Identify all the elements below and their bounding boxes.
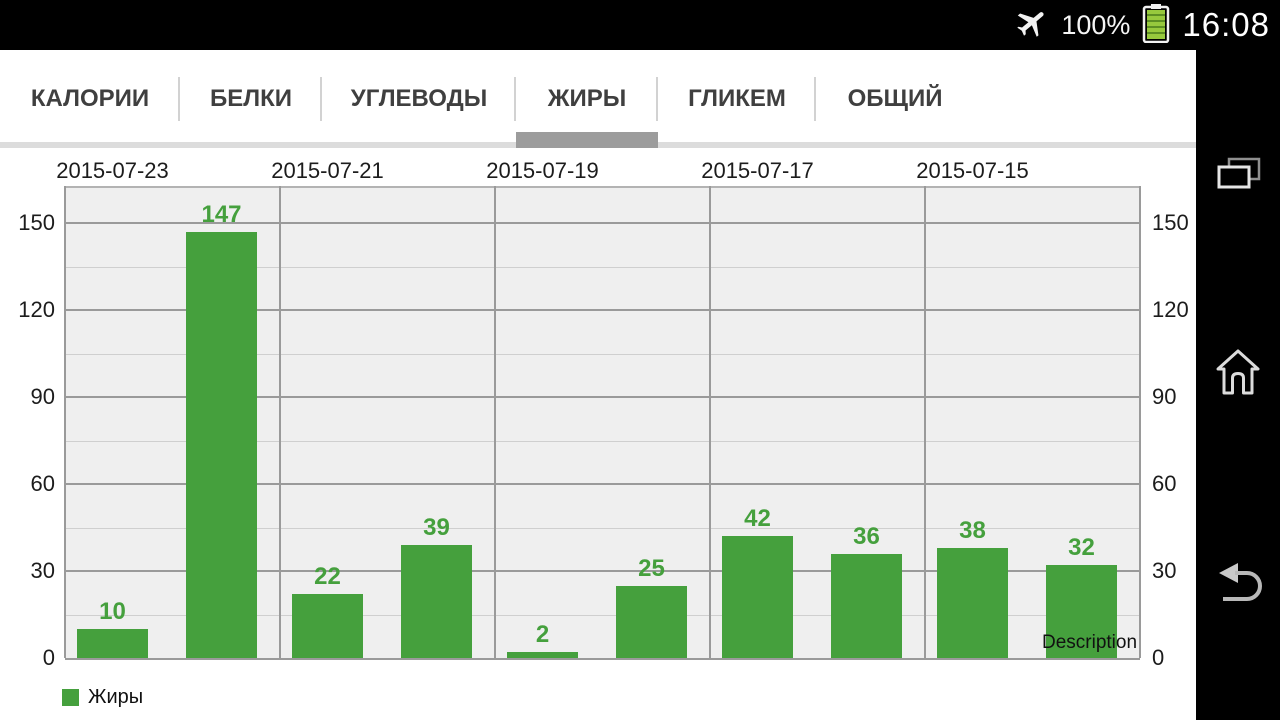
tab-separator [178, 77, 180, 121]
grid-major-line [65, 396, 1140, 398]
y-axis-label-right: 120 [1152, 297, 1189, 322]
battery-icon [1142, 3, 1170, 48]
bar-value-label: 39 [423, 513, 450, 541]
bar-value-label: 42 [744, 505, 771, 533]
bar-value-label: 147 [201, 200, 242, 228]
home-button[interactable] [1196, 338, 1280, 410]
x-axis-line [65, 658, 1140, 660]
grid-minor-line [65, 353, 1140, 355]
date-label: 2015-07-21 [271, 158, 384, 183]
y-axis-label-right: 0 [1152, 645, 1165, 670]
grid-minor-line [65, 614, 1140, 616]
bar-2015-07-21-2[interactable] [401, 544, 472, 658]
grid-major-line [65, 483, 1140, 485]
tab-glikem[interactable]: ГЛИКЕМ [658, 50, 816, 148]
bar-value-label: 36 [853, 522, 880, 550]
group-divider [924, 186, 926, 658]
tab-obshchiy[interactable]: ОБЩИЙ [816, 50, 974, 148]
recents-button[interactable] [1196, 142, 1280, 214]
battery-percent: 100% [1061, 9, 1131, 40]
bar-2015-07-19-1[interactable] [507, 652, 578, 658]
tab-separator [814, 77, 816, 121]
grid-minor-line [65, 527, 1140, 529]
chart-canvas[interactable]: 0 0 30 30 60 60 90 90 120 120 150 150 2015-07-23 10 14… [0, 148, 1196, 720]
tab-label: ОБЩИЙ [847, 85, 943, 112]
bar-2015-07-15-2[interactable] [1046, 565, 1117, 658]
y-axis-label-right: 90 [1152, 384, 1177, 409]
chart-legend: Жиры [62, 686, 143, 709]
bar-2015-07-17-1[interactable] [722, 536, 793, 658]
group-divider [494, 186, 496, 658]
date-label: 2015-07-23 [56, 158, 169, 183]
y-axis-label-left: 0 [42, 645, 55, 670]
recents-icon [1213, 154, 1263, 203]
back-icon [1213, 561, 1263, 608]
tab-label: ГЛИКЕМ [688, 85, 786, 112]
status-time: 16:08 [1182, 6, 1270, 43]
description-label: Description [1042, 632, 1138, 653]
date-label: 2015-07-17 [701, 158, 814, 183]
grid-major-line [65, 222, 1140, 224]
grid-major-line [65, 309, 1140, 311]
bar-value-label: 10 [99, 598, 126, 625]
tab-label: БЕЛКИ [210, 85, 292, 112]
group-divider [64, 186, 66, 658]
bar-2015-07-19-2[interactable] [616, 585, 687, 658]
grid-minor-line [65, 266, 1140, 268]
bar-value-label: 32 [1068, 534, 1095, 562]
bar-value-label: 22 [314, 563, 341, 591]
date-label: 2015-07-19 [486, 158, 599, 183]
status-bar: 100% 16:08 [0, 0, 1280, 50]
airplane-icon [1013, 5, 1049, 46]
y-axis-label-right: 150 [1152, 210, 1189, 235]
tab-separator [320, 77, 322, 121]
y-axis-label-left: 30 [30, 558, 55, 583]
tab-kalorii[interactable]: КАЛОРИИ [0, 50, 180, 148]
tab-label: ЖИРЫ [547, 85, 627, 112]
active-tab-indicator [516, 132, 658, 148]
group-divider [279, 186, 281, 658]
bar-2015-07-23-2[interactable] [186, 231, 257, 658]
y-axis-label-left: 90 [30, 384, 55, 409]
tab-separator [656, 77, 658, 121]
legend-label: Жиры [88, 686, 144, 708]
back-button[interactable] [1196, 548, 1280, 620]
bar-2015-07-23-1[interactable] [77, 629, 148, 658]
y-axis-label-right: 60 [1152, 471, 1177, 496]
date-label: 2015-07-15 [916, 158, 1029, 183]
grid-major-line [65, 570, 1140, 572]
bar-value-label: 38 [959, 516, 986, 544]
y-axis-label-left: 120 [18, 297, 55, 322]
y-axis-label-left: 60 [30, 471, 55, 496]
tab-bar: КАЛОРИИ БЕЛКИ УГЛЕВОДЫ ЖИРЫ ГЛИКЕМ ОБЩИЙ [0, 50, 1196, 148]
tab-uglevody[interactable]: УГЛЕВОДЫ [322, 50, 516, 148]
system-navbar [1196, 50, 1280, 720]
legend-swatch [62, 689, 79, 706]
tab-label: КАЛОРИИ [30, 85, 150, 112]
bar-2015-07-15-1[interactable] [937, 547, 1008, 658]
y-axis-label-left: 150 [18, 210, 55, 235]
group-divider [1139, 186, 1141, 658]
tab-zhiry[interactable]: ЖИРЫ [516, 50, 658, 148]
tab-label: УГЛЕВОДЫ [350, 85, 488, 112]
grid-minor-line [65, 440, 1140, 442]
tab-separator [514, 77, 516, 121]
bar-2015-07-17-2[interactable] [831, 553, 902, 658]
bar-value-label: 25 [638, 554, 665, 582]
tab-belki[interactable]: БЕЛКИ [180, 50, 322, 148]
bar-value-label: 2 [535, 621, 550, 649]
home-icon [1214, 347, 1262, 402]
y-axis-label-right: 30 [1152, 558, 1177, 583]
group-divider [709, 186, 711, 658]
bar-2015-07-21-1[interactable] [292, 594, 363, 658]
